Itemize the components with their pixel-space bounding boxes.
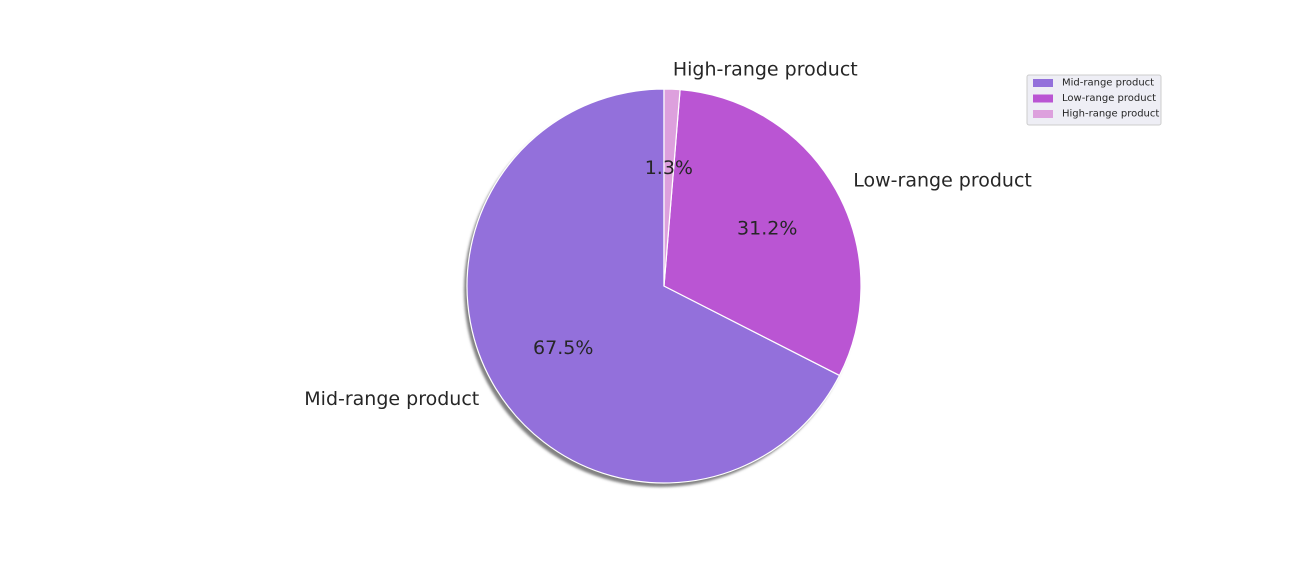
legend-label-low-range-product: Low-range product [1062,93,1156,104]
legend-swatch-low-range-product [1033,94,1053,103]
percent-label-mid-range-product: 67.5% [533,337,593,359]
pie-slices [466,88,862,484]
legend-swatch-high-range-product [1033,110,1053,118]
legend-label-high-range-product: High-range product [1062,109,1159,120]
legend-swatch-mid-range-product [1033,79,1053,87]
pie-slice-high-range-product [663,88,681,287]
legend-label-mid-range-product: Mid-range product [1062,78,1154,89]
legend-frame [1026,74,1162,126]
pie-slice-low-range-product [663,89,862,377]
pie-labels: Mid-range product 67.5% Low-range product 3… [304,58,1032,410]
slice-label-high-range-product: High-range product [673,58,858,80]
legend: Mid-range product Low-range product High-r… [1026,74,1162,126]
slice-label-mid-range-product: Mid-range product [304,388,479,410]
pie-slice-mid-range-product [466,88,841,484]
percent-label-high-range-product: 1.3% [645,157,693,179]
slice-label-low-range-product: Low-range product [853,169,1032,191]
percent-label-low-range-product: 31.2% [737,217,797,239]
